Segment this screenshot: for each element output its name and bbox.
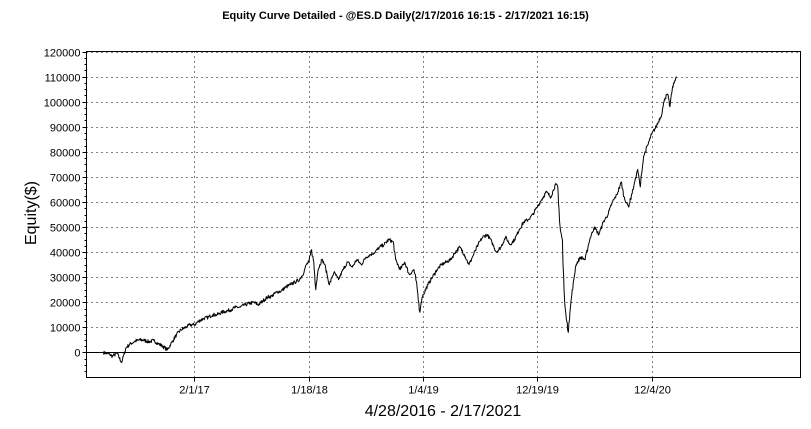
y-tick-label: 30000 <box>50 273 81 285</box>
y-tick-label: 90000 <box>50 123 81 135</box>
y-tick-label: 40000 <box>50 248 81 260</box>
plot-frame <box>86 51 801 378</box>
grid-lines <box>86 51 801 378</box>
series-layer <box>103 76 677 363</box>
x-tick-label: 2/1/17 <box>179 385 210 397</box>
equity-line <box>103 76 677 363</box>
x-tick-label: 12/19/19 <box>516 385 559 397</box>
x-tick-label: 1/18/18 <box>291 385 328 397</box>
y-tick-label: 80000 <box>50 148 81 160</box>
x-axis-ticks: 2/1/17 1/18/18 1/4/19 12/19/19 12/4/20 <box>179 377 671 397</box>
x-axis-label: 4/28/2016 - 2/17/2021 <box>364 403 522 420</box>
y-tick-label: 120000 <box>44 48 81 60</box>
y-axis-ticks: 0 10000 20000 30000 40000 50000 60000 70000 8000… <box>44 48 87 372</box>
y-tick-label: 70000 <box>50 173 81 185</box>
y-tick-label: 20000 <box>50 298 81 310</box>
y-tick-label: 100000 <box>44 98 81 110</box>
x-tick-label: 12/4/20 <box>634 385 671 397</box>
y-tick-label: 60000 <box>50 198 81 210</box>
x-tick-label: 1/4/19 <box>408 385 439 397</box>
y-tick-label: 50000 <box>50 223 81 235</box>
y-tick-label: 0 <box>74 348 80 360</box>
y-tick-label: 10000 <box>50 323 81 335</box>
y-tick-label: 110000 <box>45 73 81 85</box>
chart-title: Equity Curve Detailed - @ES.D Daily(2/17… <box>222 10 589 22</box>
